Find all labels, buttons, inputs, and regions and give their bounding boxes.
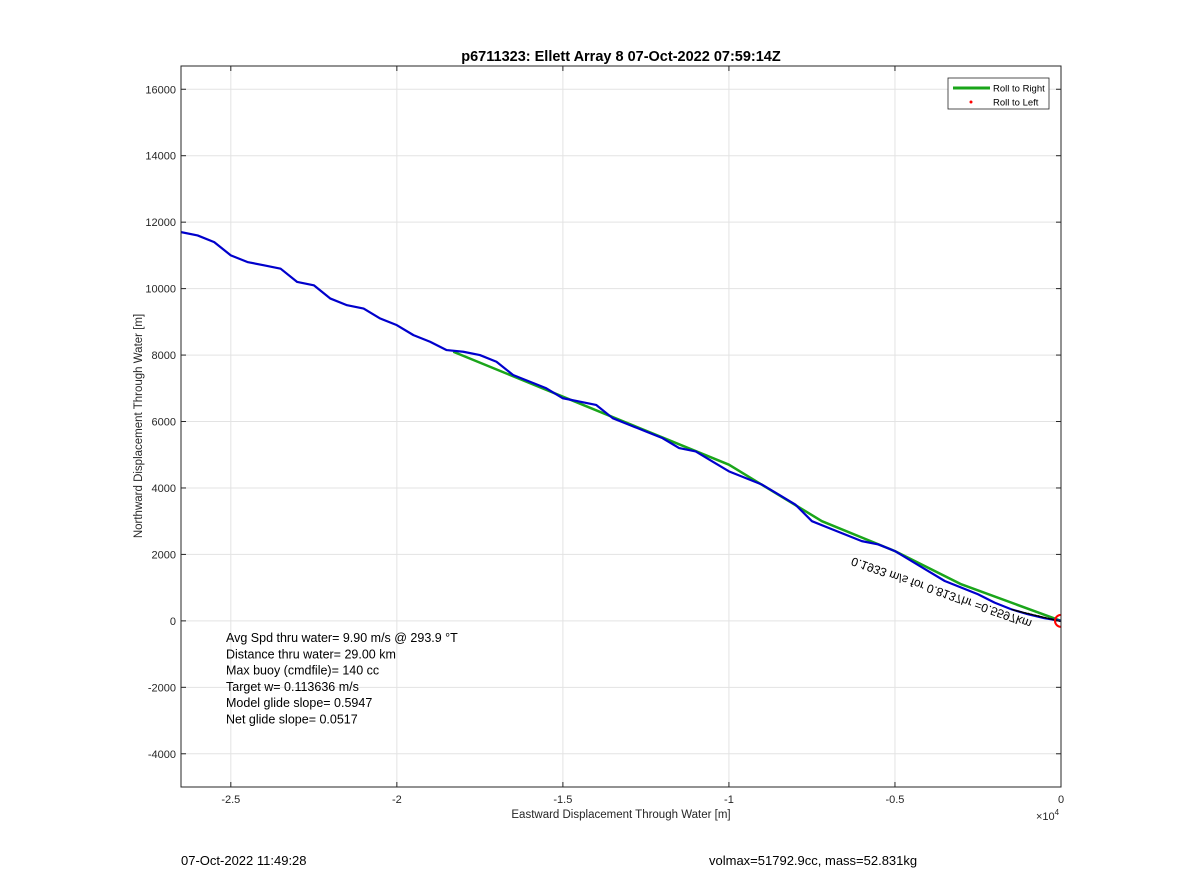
x-axis-exponent: ×104 bbox=[1036, 808, 1060, 823]
plot-frame bbox=[180, 65, 1062, 788]
y-tick-label: 6000 bbox=[152, 417, 176, 429]
y-axis-label: Northward Displacement Through Water [m] bbox=[133, 314, 145, 538]
y-tick-label: 12000 bbox=[145, 217, 176, 229]
stats-annotation-line: Model glide slope= 0.5947 bbox=[226, 696, 372, 710]
tick-layer: -2.5 -2 -1.5 -1 -0.5 0 -4000 -2000 0 2000 4000 6000… bbox=[145, 66, 1064, 806]
x-tick-label: -1.5 bbox=[553, 794, 572, 806]
y-tick-label: 4000 bbox=[152, 483, 176, 495]
y-tick-label: 0 bbox=[170, 616, 176, 628]
y-tick-label: 16000 bbox=[145, 84, 176, 96]
x-axis-exponent-power: 4 bbox=[1055, 808, 1060, 817]
footer-volmax-mass: volmax=51792.9cc, mass=52.831kg bbox=[709, 853, 918, 868]
stats-annotation-line: Target w= 0.113636 m/s bbox=[226, 680, 359, 694]
chart-title: p6711323: Ellett Array 8 07-Oct-2022 07:… bbox=[461, 49, 781, 65]
stats-annotation-line: Max buoy (cmdfile)= 140 cc bbox=[226, 664, 379, 678]
y-tick-label: -4000 bbox=[148, 749, 176, 761]
stats-annotation-line: Avg Spd thru water= 9.90 m/s @ 293.9 °T bbox=[226, 631, 458, 645]
y-tick-label: 10000 bbox=[145, 284, 176, 296]
series-roll-to-right bbox=[452, 350, 1061, 623]
legend-box bbox=[947, 77, 1050, 110]
y-tick-label: 14000 bbox=[145, 151, 176, 163]
x-axis-exponent-base: ×10 bbox=[1036, 811, 1055, 823]
stats-annotation-line: Distance thru water= 29.00 km bbox=[226, 647, 396, 661]
y-tick-label: -2000 bbox=[148, 682, 176, 694]
x-tick-label: -2.5 bbox=[221, 794, 240, 806]
y-tick-label: 2000 bbox=[152, 549, 176, 561]
x-tick-label: -0.5 bbox=[885, 794, 904, 806]
series-track bbox=[181, 231, 1061, 622]
x-tick-label: 0 bbox=[1058, 794, 1064, 806]
series-roll-to-left-marker bbox=[1054, 613, 1061, 628]
footer-timestamp: 07-Oct-2022 11:49:28 bbox=[181, 853, 307, 868]
series-layer bbox=[181, 231, 1061, 628]
legend-swatch-roll-left bbox=[969, 100, 973, 104]
x-tick-label: -1 bbox=[724, 794, 734, 806]
legend-label-roll-left: Roll to Left bbox=[993, 98, 1039, 109]
legend: Roll to Right Roll to Left bbox=[947, 77, 1050, 110]
y-tick-label: 8000 bbox=[152, 350, 176, 362]
legend-label-roll-right: Roll to Right bbox=[993, 84, 1045, 95]
plot-area bbox=[181, 66, 1061, 787]
stats-annotation-line: Net glide slope= 0.0517 bbox=[226, 713, 358, 727]
x-axis-label: Eastward Displacement Through Water [m] bbox=[511, 809, 730, 821]
x-tick-label: -2 bbox=[392, 794, 402, 806]
